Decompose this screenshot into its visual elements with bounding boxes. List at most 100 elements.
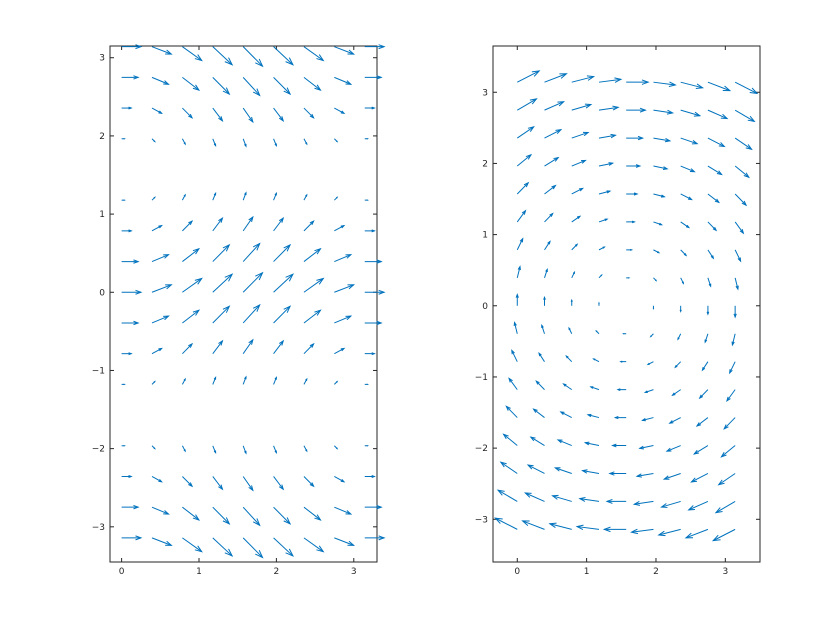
quiver-arrow xyxy=(334,347,346,355)
quiver-arrow xyxy=(242,107,254,124)
quiver-arrow xyxy=(734,221,745,235)
quiver-arrow xyxy=(273,305,292,324)
quiver-arrow xyxy=(575,524,600,531)
right-quiver-axes: 0 1 2 3 −3 −2 −1 0 1 2 3 xyxy=(475,45,761,577)
quiver-arrow xyxy=(707,81,732,92)
quiver-arrow xyxy=(273,445,277,455)
quiver-arrow xyxy=(151,380,156,385)
quiver-arrow xyxy=(653,109,675,115)
quiver-arrow xyxy=(303,76,322,92)
quiver-arrow xyxy=(578,496,600,502)
quiver-arrow xyxy=(182,107,194,119)
quiver-arrow xyxy=(494,517,518,530)
quiver-arrow xyxy=(151,506,170,515)
quiver-arrow xyxy=(121,259,140,264)
quiver-arrow xyxy=(680,81,705,89)
quiver-arrow xyxy=(242,445,247,455)
quiver-arrow xyxy=(707,193,721,204)
quiver-arrow xyxy=(734,109,756,123)
quiver-arrow xyxy=(523,492,545,502)
quiver-arrow xyxy=(303,46,325,62)
quiver-arrow xyxy=(541,323,545,334)
quiver-arrow xyxy=(626,135,645,141)
left-quiver-axes: 0 1 2 3 −3 −2 −1 0 1 2 3 xyxy=(92,44,386,577)
quiver-arrow xyxy=(364,229,376,233)
quiver-arrow xyxy=(181,193,186,201)
quiver-arrow xyxy=(704,333,709,344)
quiver-arrow xyxy=(182,277,203,293)
quiver-arrow xyxy=(570,298,573,306)
quiver-arrow xyxy=(680,277,685,285)
quiver-arrow xyxy=(571,215,582,223)
quiver-arrow xyxy=(242,506,261,527)
quiver-arrow xyxy=(734,249,742,263)
quiver-arrow xyxy=(734,165,750,179)
quiver-arrow xyxy=(532,408,545,418)
quiver-arrow xyxy=(734,81,759,95)
quiver-arrow xyxy=(151,76,170,85)
quiver-arrow xyxy=(303,220,315,232)
quiver-arrow xyxy=(653,221,664,226)
quiver-arrow xyxy=(626,192,639,196)
quiver-arrow xyxy=(364,320,383,326)
quiver-arrow xyxy=(212,506,231,525)
quiver-arrow xyxy=(653,277,658,282)
quiver-arrow xyxy=(508,377,518,390)
x-tick-label: 1 xyxy=(584,567,590,577)
quiver-arrow xyxy=(515,293,519,306)
quiver-arrow xyxy=(734,193,748,207)
quiver-arrow xyxy=(707,165,723,176)
quiver-arrow xyxy=(182,46,203,62)
quiver-arrow xyxy=(334,476,346,483)
quiver-arrow xyxy=(553,467,572,474)
quiver-arrow xyxy=(517,98,538,111)
quiver-arrow xyxy=(695,417,709,427)
quiver-arrow xyxy=(121,475,133,478)
quiver-arrow xyxy=(303,277,325,293)
quiver-arrow xyxy=(707,249,715,260)
quiver-arrow xyxy=(643,389,654,393)
x-tick-label: 2 xyxy=(653,567,659,577)
quiver-arrow xyxy=(242,77,261,97)
quiver-arrow xyxy=(626,277,631,279)
quiver-arrow xyxy=(733,305,737,319)
quiver-arrow xyxy=(242,537,264,559)
quiver-arrow xyxy=(707,109,729,120)
quiver-arrow xyxy=(182,76,201,92)
quiver-arrow xyxy=(364,259,383,264)
quiver-arrows xyxy=(121,44,386,559)
quiver-arrow xyxy=(151,254,170,263)
quiver-arrow xyxy=(303,138,308,146)
quiver-arrow xyxy=(181,138,186,146)
quiver-arrow xyxy=(212,191,217,201)
quiver-arrow xyxy=(559,411,572,419)
quiver-arrow xyxy=(303,506,322,521)
quiver-arrow xyxy=(680,249,688,257)
quiver-arrow xyxy=(181,377,186,385)
quiver-arrow xyxy=(626,220,636,224)
quiver-arrow xyxy=(151,445,156,450)
quiver-arrow xyxy=(544,268,548,278)
quiver-arrow xyxy=(626,107,647,113)
quiver-arrow xyxy=(671,389,681,397)
quiver-arrow xyxy=(334,284,356,293)
quiver-arrow xyxy=(571,131,590,139)
quiver-arrow xyxy=(364,75,383,80)
quiver-arrow xyxy=(646,361,654,366)
quiver-arrow xyxy=(212,537,234,557)
quiver-arrow xyxy=(212,77,231,96)
y-tick-label: 3 xyxy=(99,54,105,64)
quiver-arrow xyxy=(121,75,140,80)
quiver-arrow xyxy=(303,309,322,324)
quiver-arrow xyxy=(121,106,133,110)
quiver-arrow xyxy=(121,44,143,50)
quiver-arrow xyxy=(334,46,356,55)
quiver-arrow xyxy=(630,528,654,535)
quiver-arrow xyxy=(334,315,353,324)
quiver-arrow xyxy=(242,476,254,492)
quiver-arrow xyxy=(714,500,736,514)
quiver-arrow xyxy=(212,243,231,262)
quiver-arrow xyxy=(583,441,600,447)
quiver-arrow xyxy=(544,73,568,83)
quiver-arrow xyxy=(687,500,709,511)
